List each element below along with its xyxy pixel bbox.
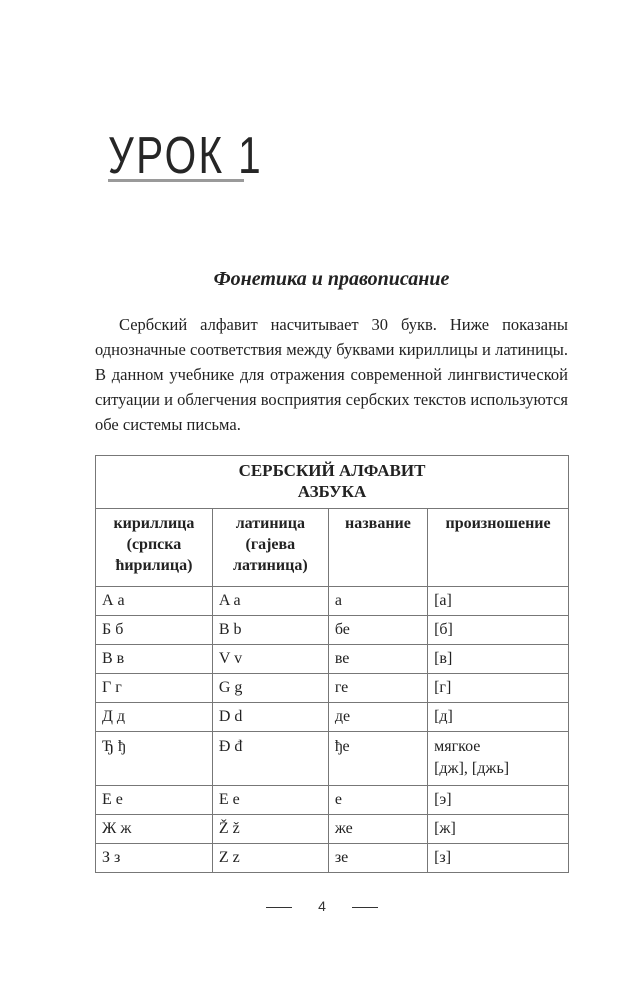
column-header: произношение	[427, 508, 569, 587]
table-cell: мягкое [дж], [джь]	[427, 731, 569, 786]
table-cell: Ž ž	[211, 814, 329, 844]
table-cell: Ђ ђ	[95, 731, 213, 786]
table-cell: Ж ж	[95, 814, 213, 844]
table-cell: а	[327, 586, 429, 616]
table-cell: Г г	[95, 673, 213, 703]
title-underline	[108, 179, 244, 182]
table-cell: [ж]	[427, 814, 569, 844]
table-title-line: АЗБУКА	[297, 482, 367, 501]
table-title-line: СЕРБСКИЙ АЛФАВИТ	[238, 461, 426, 480]
table-cell: З з	[95, 843, 213, 873]
table-cell: [б]	[427, 615, 569, 645]
table-cell: Б б	[95, 615, 213, 645]
table-cell: Е е	[95, 785, 213, 815]
intro-paragraph: Сербский алфавит насчитывает 30 букв. Ни…	[95, 315, 568, 434]
table-cell: [а]	[427, 586, 569, 616]
table-cell: бе	[327, 615, 429, 645]
page-footer: 4	[0, 898, 644, 914]
table-cell: В в	[95, 644, 213, 674]
cell-line: [дж], [джь]	[434, 760, 510, 777]
table-cell: B b	[211, 615, 329, 645]
alphabet-table: СЕРБСКИЙ АЛФАВИТ АЗБУКА кириллица (српска…	[95, 455, 569, 873]
column-header-line: кириллица	[113, 515, 195, 532]
column-header-line: (српска	[126, 536, 182, 553]
column-header: кириллица (српска ћирилица)	[95, 508, 213, 587]
table-cell: [г]	[427, 673, 569, 703]
table-cell: V v	[211, 644, 329, 674]
column-header-line: (гајева	[245, 536, 296, 553]
table-cell: [в]	[427, 644, 569, 674]
lesson-title: УРОК 1	[108, 127, 263, 185]
column-header: название	[327, 508, 429, 587]
table-cell: Д д	[95, 702, 213, 732]
table-cell: А а	[95, 586, 213, 616]
table-cell: Đ đ	[211, 731, 329, 786]
column-header: латиница (гајева латиница)	[211, 508, 329, 587]
table-cell: ге	[327, 673, 429, 703]
footer-dash	[351, 906, 378, 909]
table-cell: D d	[211, 702, 329, 732]
footer-dash	[266, 906, 293, 909]
table-cell: де	[327, 702, 429, 732]
table-cell: A a	[211, 586, 329, 616]
page-number: 4	[318, 898, 326, 914]
section-heading: Фонетика и правописание	[213, 268, 450, 290]
table-title: СЕРБСКИЙ АЛФАВИТ АЗБУКА	[95, 455, 569, 509]
column-header-line: латиница	[235, 515, 305, 532]
table-header-row: кириллица (српска ћирилица) латиница (гајева…	[95, 508, 569, 587]
cell-line: мягкое	[434, 738, 481, 755]
table-cell: [з]	[427, 843, 569, 873]
column-header-line: латиница)	[233, 557, 308, 574]
table-cell: E e	[211, 785, 329, 815]
table-cell: ђе	[327, 731, 429, 786]
column-header-line: произношение	[445, 515, 551, 532]
column-header-line: ћирилица)	[115, 557, 193, 574]
table-cell: [э]	[427, 785, 569, 815]
column-header-line: название	[345, 515, 411, 532]
table-cell: ве	[327, 644, 429, 674]
table-cell: же	[327, 814, 429, 844]
table-cell: Z z	[211, 843, 329, 873]
table-cell: е	[327, 785, 429, 815]
table-cell: [д]	[427, 702, 569, 732]
table-cell: G g	[211, 673, 329, 703]
table-cell: зе	[327, 843, 429, 873]
